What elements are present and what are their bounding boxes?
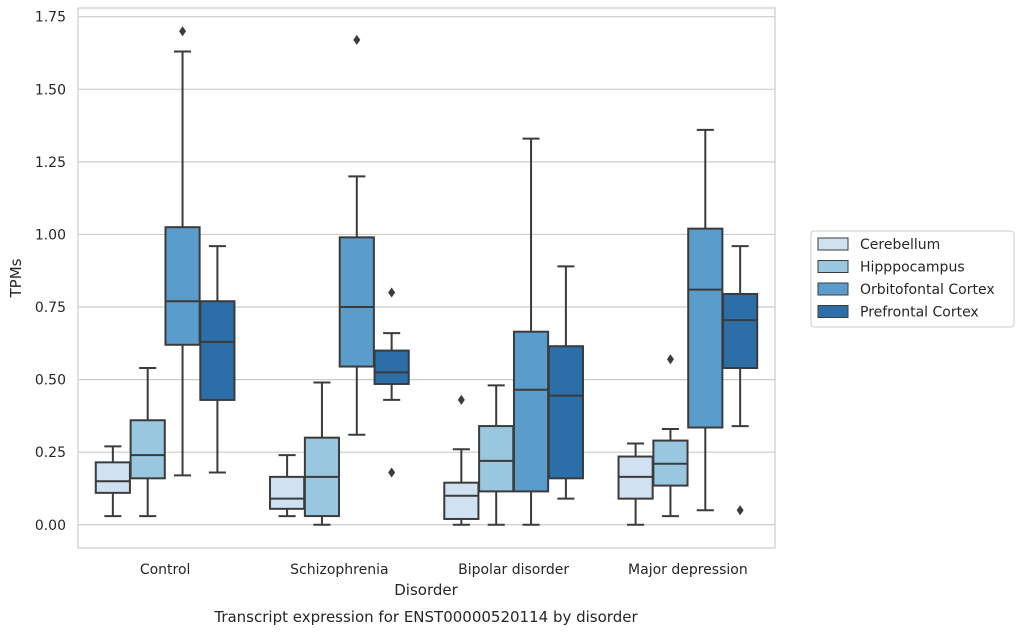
outlier-point bbox=[388, 287, 396, 298]
box-hipppocampus-2 bbox=[478, 384, 515, 526]
outlier-point bbox=[388, 467, 396, 478]
box-prefrontal-cortex-1 bbox=[373, 287, 410, 478]
box-iqr bbox=[94, 461, 131, 494]
box-cerebellum-3 bbox=[617, 442, 654, 526]
legend-frame bbox=[810, 230, 1015, 328]
box-cerebellum-0 bbox=[94, 445, 131, 518]
box-hipppocampus-3 bbox=[652, 354, 689, 518]
y-tick-label: 0.00 bbox=[35, 518, 66, 534]
box-hipppocampus-1 bbox=[303, 381, 341, 526]
x-tick-labels: Control Schizophrenia Bipolar disorder Majo… bbox=[140, 562, 748, 578]
box-hipppocampus-0 bbox=[129, 367, 166, 518]
outlier-point bbox=[179, 26, 187, 37]
outlier-point bbox=[353, 34, 361, 45]
y-tick-label: 1.50 bbox=[35, 82, 66, 98]
box-iqr bbox=[512, 330, 550, 493]
box-series bbox=[94, 26, 759, 526]
legend-label: Prefrontal Cortex bbox=[860, 305, 979, 321]
box-iqr bbox=[478, 425, 515, 493]
x-axis-label: Disorder bbox=[394, 581, 458, 599]
box-iqr bbox=[443, 481, 480, 520]
y-tick-label: 1.75 bbox=[35, 10, 66, 26]
plot-frame bbox=[77, 7, 776, 549]
box-orbitofontal-cortex-1 bbox=[338, 34, 375, 436]
box-iqr bbox=[129, 419, 166, 480]
box-prefrontal-cortex-3 bbox=[722, 245, 759, 516]
box-iqr bbox=[269, 475, 306, 510]
box-iqr bbox=[687, 227, 724, 429]
box-prefrontal-cortex-2 bbox=[547, 265, 584, 500]
legend-swatch bbox=[817, 305, 849, 318]
legend-swatch bbox=[817, 260, 849, 273]
box-iqr bbox=[199, 300, 236, 401]
outlier-point bbox=[457, 394, 465, 405]
y-tick-label: 0.50 bbox=[35, 373, 66, 389]
box-iqr bbox=[164, 226, 201, 346]
box-iqr bbox=[547, 345, 584, 480]
box-prefrontal-cortex-0 bbox=[199, 245, 236, 474]
chart-caption: Transcript expression for ENST0000052011… bbox=[213, 608, 638, 626]
box-iqr bbox=[373, 349, 410, 385]
legend-label: Orbitofontal Cortex bbox=[860, 282, 995, 298]
box-iqr bbox=[338, 236, 375, 368]
y-tick-label: 0.75 bbox=[35, 300, 66, 316]
legend-swatch bbox=[817, 282, 849, 296]
x-tick-label: Control bbox=[140, 562, 191, 578]
y-tick-label: 1.00 bbox=[35, 227, 66, 243]
box-iqr bbox=[722, 292, 759, 369]
y-tick-label: 1.25 bbox=[35, 155, 66, 171]
y-tick-label: 0.25 bbox=[35, 445, 66, 461]
box-cerebellum-1 bbox=[269, 454, 306, 518]
y-axis-label: TPMs bbox=[7, 258, 25, 298]
box-orbitofontal-cortex-0 bbox=[164, 26, 201, 477]
x-tick-label: Bipolar disorder bbox=[458, 562, 569, 578]
box-orbitofontal-cortex-2 bbox=[512, 137, 550, 526]
legend-label: Hipppocampus bbox=[860, 260, 965, 276]
outlier-point bbox=[666, 354, 674, 365]
legend-label: Cerebellum bbox=[860, 237, 940, 253]
x-tick-label: Major depression bbox=[628, 562, 748, 578]
y-tick-labels: 0.00 0.25 0.50 0.75 1.00 1.25 1.50 1.75 bbox=[35, 10, 66, 534]
legend: Cerebellum Hipppocampus Orbitofontal Corte… bbox=[810, 230, 1015, 328]
outlier-point bbox=[736, 505, 744, 516]
x-tick-label: Schizophrenia bbox=[290, 562, 388, 578]
box-cerebellum-2 bbox=[443, 394, 480, 526]
box-orbitofontal-cortex-3 bbox=[687, 128, 724, 512]
legend-swatch bbox=[817, 237, 849, 251]
